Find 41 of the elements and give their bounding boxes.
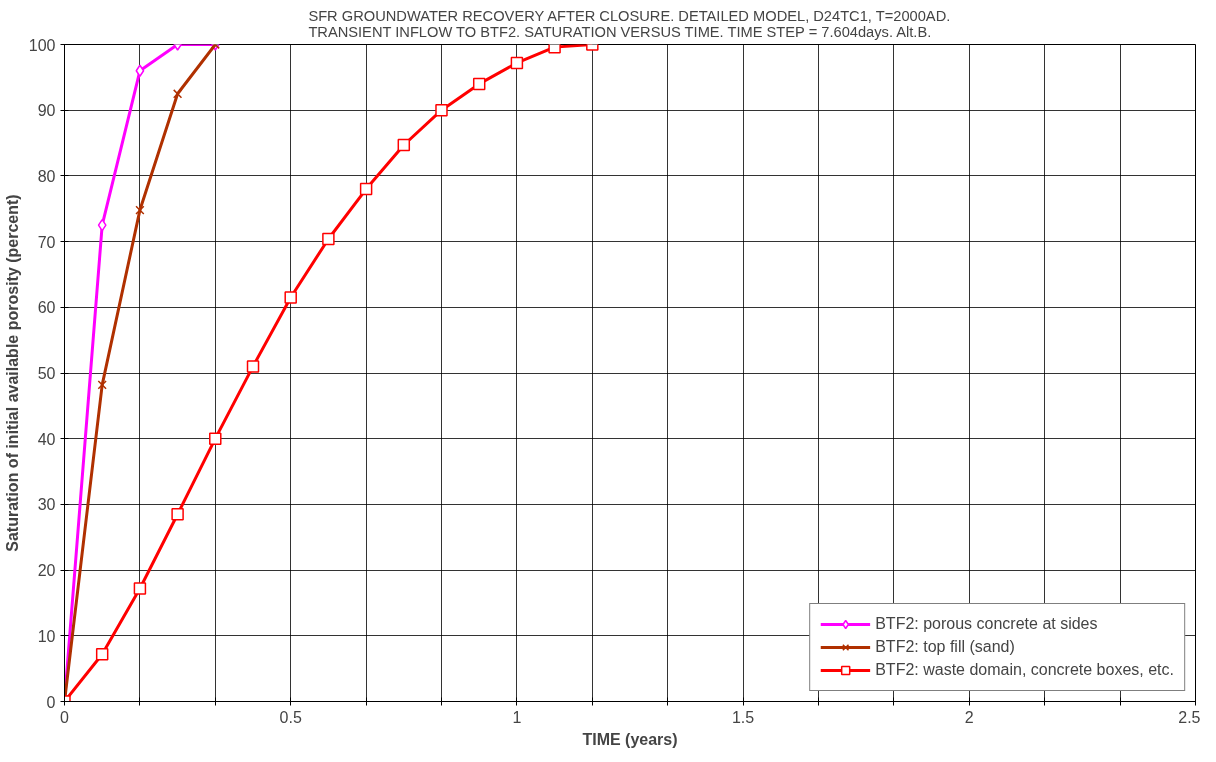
y-tick-label: 50 bbox=[37, 365, 56, 382]
y-tick-label: 90 bbox=[37, 102, 56, 120]
x-tick-label: 1.5 bbox=[731, 708, 755, 726]
x-tick-label: 1 bbox=[512, 708, 522, 726]
point bbox=[472, 77, 486, 91]
legend-label: BTF2: waste domain, concrete boxes, etc. bbox=[875, 661, 1174, 679]
legend-label: BTF2: top fill (sand) bbox=[875, 638, 1015, 656]
point bbox=[97, 218, 107, 232]
x-tick-label: 0.5 bbox=[279, 708, 302, 726]
x-tick-label: 2.5 bbox=[1178, 708, 1201, 726]
point bbox=[209, 432, 222, 445]
x-axis-title: TIME (years) bbox=[582, 730, 678, 748]
point bbox=[171, 508, 184, 521]
y-tick-label: 80 bbox=[37, 167, 56, 185]
point bbox=[135, 64, 145, 78]
chart-title: SFR GROUNDWATER RECOVERY AFTER CLOSURE. DETAILED MODEL, D24TC1, T=2000AD. TRANSIENT INFLOW TO BTF2. SATURATION VERSUS TIME. TIME STEP = 7.604days. Alt.B. bbox=[308, 7, 951, 40]
y-tick-label: 100 bbox=[28, 36, 56, 54]
point bbox=[172, 89, 183, 99]
y-tick-label: 0 bbox=[46, 693, 56, 711]
point bbox=[548, 44, 561, 54]
y-tick-label: 70 bbox=[37, 233, 56, 251]
x-tick-label: 0 bbox=[60, 708, 70, 726]
point bbox=[95, 647, 109, 661]
y-tick-label: 40 bbox=[37, 430, 56, 448]
y-tick-label: 10 bbox=[37, 627, 56, 645]
point bbox=[97, 380, 107, 390]
point bbox=[397, 138, 411, 152]
point bbox=[284, 291, 297, 304]
legend-label: BTF2: porous concrete at sides bbox=[875, 615, 1098, 633]
point bbox=[135, 205, 145, 215]
point bbox=[322, 232, 335, 246]
point bbox=[246, 360, 260, 373]
point bbox=[510, 56, 524, 70]
point bbox=[133, 582, 147, 595]
y-tick-label: 60 bbox=[37, 299, 56, 317]
y-tick-label: 30 bbox=[37, 496, 56, 514]
y-tick-label: 20 bbox=[37, 562, 56, 580]
point bbox=[435, 103, 448, 117]
y-axis-title: Saturation of initial available porosity (percent) bbox=[3, 194, 21, 552]
point bbox=[359, 182, 373, 196]
x-tick-label: 2 bbox=[964, 708, 974, 726]
